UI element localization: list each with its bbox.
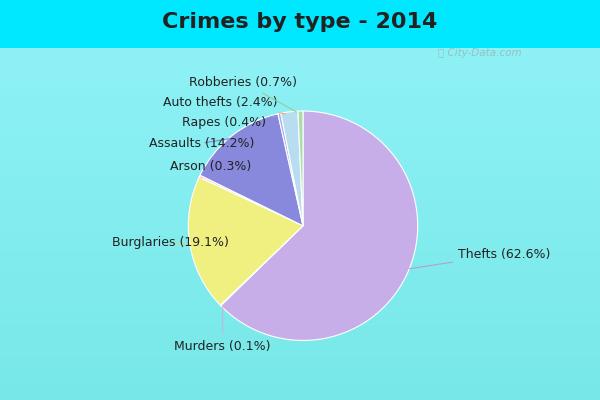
Text: Arson (0.3%): Arson (0.3%)	[170, 160, 251, 178]
Wedge shape	[220, 226, 303, 306]
Wedge shape	[199, 175, 303, 226]
Text: Assaults (14.2%): Assaults (14.2%)	[149, 137, 255, 150]
Text: Burglaries (19.1%): Burglaries (19.1%)	[112, 236, 229, 250]
Text: Robberies (0.7%): Robberies (0.7%)	[189, 76, 297, 112]
Text: Murders (0.1%): Murders (0.1%)	[175, 307, 271, 353]
Text: Auto thefts (2.4%): Auto thefts (2.4%)	[163, 96, 286, 114]
Wedge shape	[281, 111, 303, 226]
Wedge shape	[278, 113, 303, 226]
Wedge shape	[188, 177, 303, 305]
Text: ⓘ City-Data.com: ⓘ City-Data.com	[438, 48, 522, 58]
Text: Thefts (62.6%): Thefts (62.6%)	[409, 248, 550, 269]
Text: Crimes by type - 2014: Crimes by type - 2014	[163, 12, 437, 32]
Wedge shape	[298, 111, 303, 226]
Wedge shape	[221, 111, 418, 340]
Wedge shape	[200, 114, 303, 226]
Text: Rapes (0.4%): Rapes (0.4%)	[182, 116, 276, 129]
